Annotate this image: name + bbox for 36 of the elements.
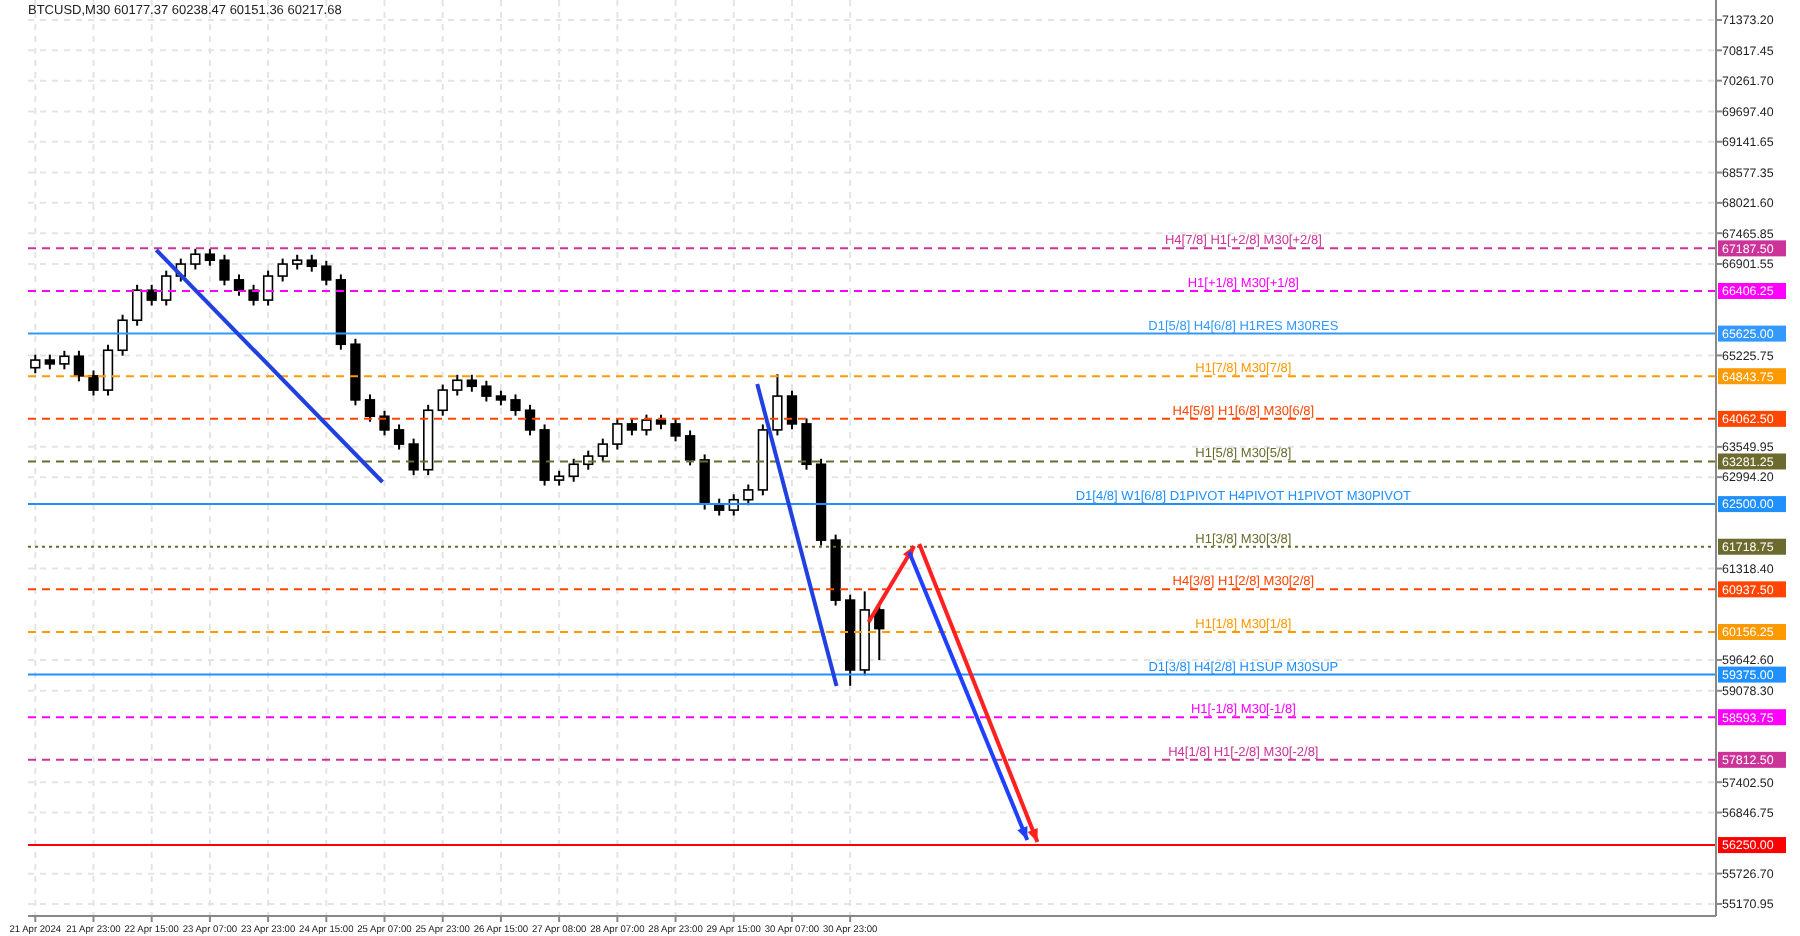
candlestick (117, 313, 128, 357)
candlestick (524, 403, 536, 437)
candlestick (59, 349, 70, 371)
candlestick (262, 269, 274, 307)
candlestick (30, 353, 41, 375)
candlestick (364, 393, 376, 423)
candlestick (772, 373, 783, 437)
candlestick (801, 417, 812, 471)
candlestick (379, 409, 390, 437)
candlestick (161, 269, 172, 307)
candlestick (452, 373, 463, 397)
candlestick (102, 343, 114, 397)
candlestick (481, 379, 492, 403)
candlestick (437, 383, 448, 417)
candlestick (73, 349, 85, 383)
candlestick (277, 257, 288, 283)
candlestick (190, 247, 201, 271)
candlestick (408, 437, 419, 477)
candlestick (510, 393, 521, 417)
candlestick (699, 453, 710, 511)
candlestick (321, 259, 332, 287)
candlestick (248, 283, 259, 307)
candlestick (393, 423, 405, 451)
candlestick (233, 273, 245, 297)
candlestick (684, 429, 696, 467)
candlestick (670, 417, 681, 443)
candlestick (786, 389, 798, 431)
candlestick (146, 283, 157, 307)
candlestick (131, 283, 143, 327)
candlestick (641, 413, 652, 437)
candlestick (88, 369, 99, 397)
candlestick (743, 483, 754, 507)
candlestick (219, 253, 230, 287)
candlestick (612, 417, 623, 451)
candlestick (568, 457, 579, 483)
candlestick (597, 437, 608, 463)
